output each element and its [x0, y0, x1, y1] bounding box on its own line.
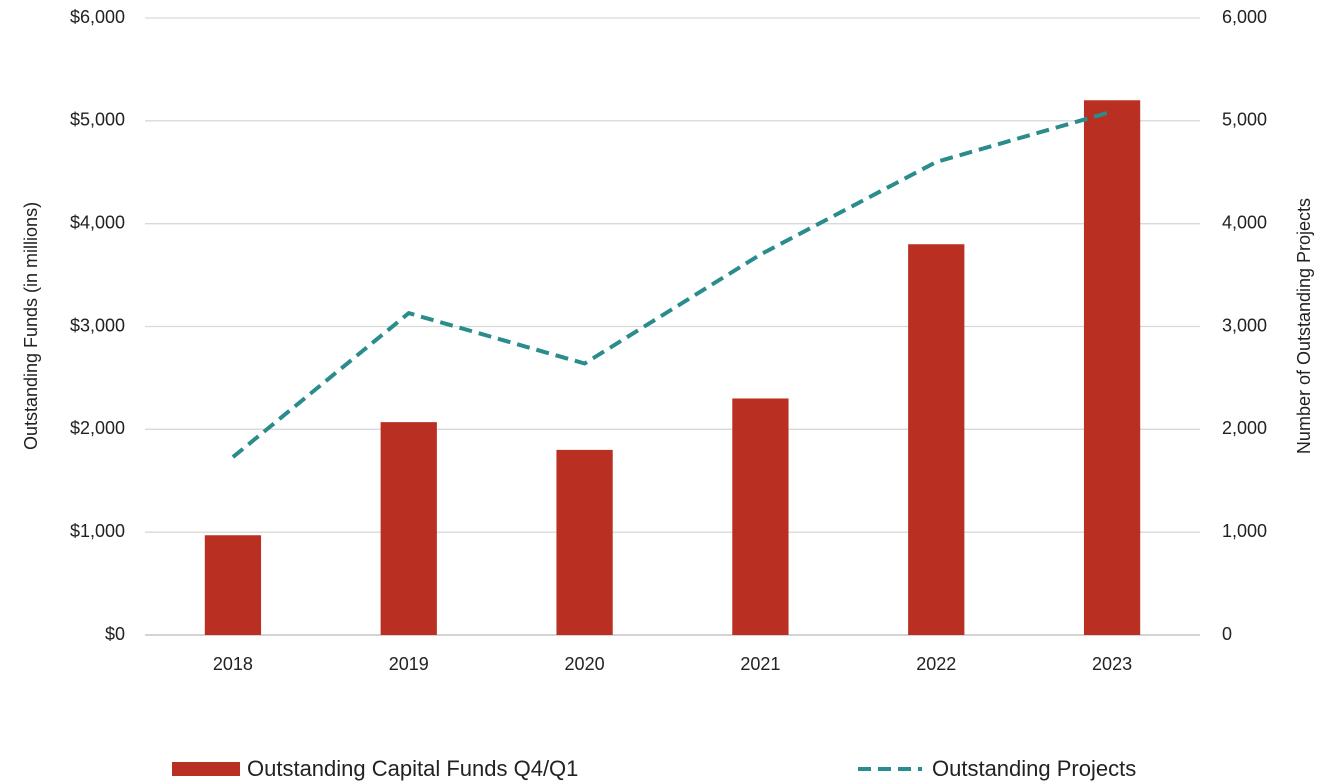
y-axis-title: Outstanding Funds (in millions): [21, 202, 41, 450]
x-tick-label: 2018: [213, 654, 253, 674]
y2-tick-label: 6,000: [1222, 7, 1267, 27]
x-tick-label: 2021: [740, 654, 780, 674]
bar: [908, 244, 965, 635]
y2-tick-label: 5,000: [1222, 110, 1267, 130]
y-tick-label: $0: [105, 624, 125, 644]
y-tick-label: $5,000: [70, 110, 125, 130]
y2-tick-label: 1,000: [1222, 521, 1267, 541]
bar: [556, 449, 613, 635]
line: [231, 109, 1113, 459]
legend-label: Outstanding Capital Funds Q4/Q1: [247, 756, 578, 781]
legend-swatch: [172, 762, 240, 776]
bar: [204, 535, 262, 635]
bar: [732, 398, 789, 635]
x-tick-label: 2020: [565, 654, 605, 674]
y-tick-label: $2,000: [70, 418, 125, 438]
y-tick-label: $1,000: [70, 521, 125, 541]
y2-axis-title: Number of Outstanding Projects: [1294, 198, 1314, 454]
y2-tick-label: 0: [1222, 624, 1232, 644]
legend-label: Outstanding Projects: [932, 756, 1136, 781]
bar: [380, 422, 437, 635]
x-tick-label: 2022: [916, 654, 956, 674]
x-tick-label: 2023: [1092, 654, 1132, 674]
y2-tick-label: 2,000: [1222, 418, 1267, 438]
x-tick-label: 2019: [389, 654, 429, 674]
y-tick-label: $3,000: [70, 315, 125, 335]
y2-tick-label: 3,000: [1222, 315, 1267, 335]
y-tick-label: $6,000: [70, 7, 125, 27]
bar: [1083, 100, 1141, 636]
y-tick-label: $4,000: [70, 212, 125, 232]
y2-tick-label: 4,000: [1222, 212, 1267, 232]
